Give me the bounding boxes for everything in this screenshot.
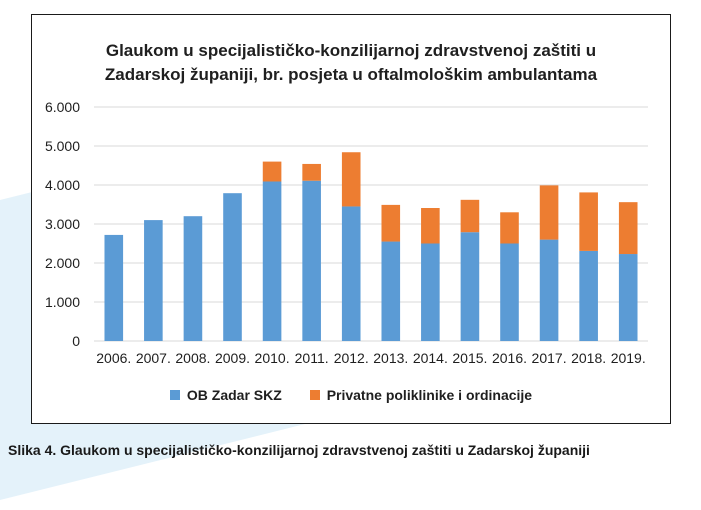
x-tick-label: 2006. — [96, 350, 131, 366]
x-tick-label: 2017. — [532, 350, 567, 366]
bar-2 — [302, 163, 321, 181]
bar-1 — [421, 243, 440, 341]
legend-item-series-1: OB Zadar SKZ — [169, 387, 282, 403]
chart-frame: Glaukom u specijalističko-konzilijarnoj … — [31, 14, 671, 424]
chart-title-line-2: Zadarskoj županiji, br. posjeta u oftalm… — [104, 65, 598, 84]
x-tick-label: 2016. — [492, 350, 527, 366]
legend-item-series-2: Privatne poliklinike i ordinacije — [309, 387, 533, 403]
bar-2 — [381, 204, 401, 242]
x-tick-label: 2009. — [215, 350, 250, 366]
y-tick-label: 2.000 — [45, 255, 80, 271]
bar-2 — [618, 202, 638, 255]
bar-2 — [341, 152, 361, 207]
bar-1 — [183, 216, 203, 341]
legend-swatch-series-2 — [309, 390, 320, 400]
chart-legend: OB Zadar SKZ Privatne poliklinike i ordi… — [32, 387, 670, 403]
y-tick-label: 0 — [72, 333, 80, 349]
bar-1 — [302, 180, 321, 341]
y-tick-label: 3.000 — [45, 216, 80, 232]
x-tick-label: 2010. — [255, 350, 290, 366]
y-tick-label: 1.000 — [45, 294, 80, 310]
x-tick-label: 2013. — [373, 350, 408, 366]
x-tick-label: 2014. — [413, 350, 448, 366]
x-tick-label: 2011. — [295, 350, 329, 366]
legend-label-series-1: OB Zadar SKZ — [186, 387, 282, 403]
bar-1 — [500, 243, 519, 341]
bar-1 — [104, 234, 124, 341]
x-tick-label: 2012. — [334, 350, 369, 366]
chart-plot: 0 1.000 2.000 3.000 4.000 5.000 6.000 2006. 2007… — [45, 99, 648, 366]
x-tick-label: 2018. — [571, 350, 606, 366]
legend-label-series-2: Privatne poliklinike i ordinacije — [326, 387, 533, 403]
x-tick-label: 2008. — [175, 350, 210, 366]
legend-swatch-series-1 — [169, 390, 180, 400]
y-tick-label: 5.000 — [45, 138, 80, 154]
bar-1 — [144, 220, 163, 341]
x-tick-label: 2015. — [452, 350, 487, 366]
bar-2 — [262, 161, 282, 182]
bar-1 — [262, 181, 282, 341]
bar-1 — [223, 193, 242, 341]
bar-1 — [381, 241, 401, 341]
bar-1 — [341, 206, 361, 341]
bar-1 — [618, 254, 638, 341]
bar-2 — [539, 185, 559, 240]
figure-caption: Slika 4. Glaukom u specijalističko-konzi… — [8, 442, 590, 458]
chart-title-line-1: Glaukom u specijalističko-konzilijarnoj … — [105, 41, 597, 60]
y-tick-label: 4.000 — [45, 177, 80, 193]
bar-1 — [579, 250, 598, 341]
chart-title: Glaukom u specijalističko-konzilijarnoj … — [32, 39, 670, 87]
bar-2 — [500, 212, 519, 244]
x-tick-label: 2019. — [611, 350, 646, 366]
bar-2 — [460, 199, 480, 233]
x-tick-label: 2007. — [136, 350, 171, 366]
bar-1 — [539, 239, 559, 341]
bar-2 — [579, 192, 598, 251]
bar-2 — [421, 208, 440, 244]
bar-1 — [460, 232, 480, 341]
y-tick-label: 6.000 — [45, 99, 80, 115]
